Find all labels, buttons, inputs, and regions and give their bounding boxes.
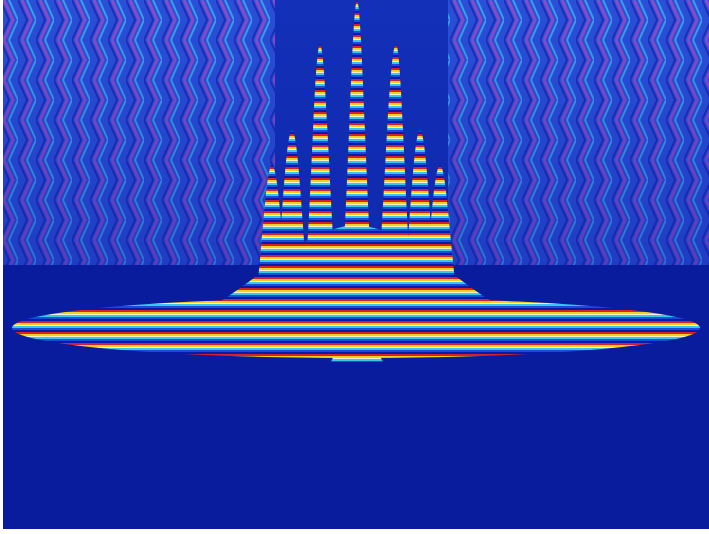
render — [0, 0, 709, 534]
page: (() => { const data = JSON.parse(documen… — [0, 0, 709, 534]
